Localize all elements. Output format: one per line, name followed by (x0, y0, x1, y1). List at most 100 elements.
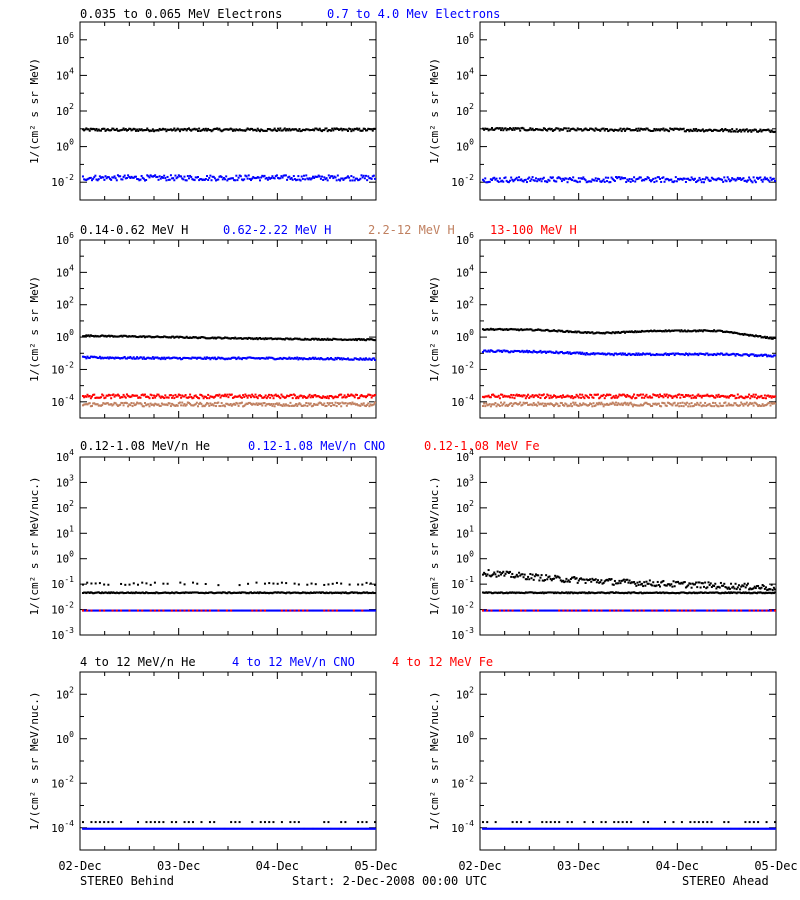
data-point (143, 393, 146, 396)
data-point (698, 176, 701, 179)
data-point (715, 330, 718, 333)
data-point (107, 357, 110, 360)
data-point (497, 403, 500, 406)
data-point (264, 592, 267, 595)
data-point (342, 357, 345, 360)
data-point (586, 579, 589, 582)
data-point (328, 338, 331, 341)
data-point (292, 404, 295, 407)
data-point (262, 337, 265, 340)
data-point (624, 177, 627, 180)
data-point (563, 178, 566, 181)
data-point (495, 575, 498, 578)
data-point (664, 352, 667, 355)
data-point (202, 178, 205, 181)
data-point (645, 352, 648, 355)
data-point (224, 178, 227, 181)
data-point (106, 402, 109, 405)
data-point (180, 335, 183, 338)
data-point (565, 127, 568, 130)
data-point (86, 334, 89, 337)
data-point (145, 178, 148, 181)
data-point (755, 130, 758, 133)
data-point (572, 592, 575, 595)
data-point (704, 329, 707, 332)
series-2 (81, 174, 377, 182)
data-point (315, 127, 318, 130)
data-point (748, 129, 751, 132)
data-point (586, 404, 589, 407)
data-point (349, 394, 352, 397)
data-point (119, 396, 122, 399)
data-point (189, 402, 192, 405)
data-point (568, 330, 571, 333)
data-point (227, 396, 230, 399)
data-point (194, 128, 197, 131)
data-point (697, 591, 700, 594)
data-point (651, 404, 654, 407)
data-point (98, 582, 101, 585)
data-point (277, 357, 280, 360)
data-point (636, 129, 639, 132)
data-point (270, 393, 273, 396)
data-point (484, 177, 487, 180)
data-point (493, 329, 496, 332)
data-point (302, 591, 305, 594)
data-point (140, 356, 143, 359)
y-axis-label: 1/(cm² s sr MeV) (28, 276, 41, 382)
data-point (252, 402, 255, 405)
data-point (757, 395, 760, 398)
data-point (327, 592, 330, 595)
data-point (201, 179, 204, 182)
data-point (547, 591, 550, 594)
y-tick-label: 10-1 (51, 575, 74, 591)
data-point (333, 396, 336, 399)
data-point (323, 129, 326, 132)
data-point (81, 609, 84, 612)
data-point (766, 128, 769, 131)
data-point (760, 404, 763, 407)
data-point (654, 354, 657, 357)
data-point (708, 329, 711, 332)
data-point (538, 328, 541, 331)
data-point (84, 395, 87, 398)
data-point (670, 353, 673, 356)
data-point (116, 356, 119, 359)
data-point (309, 128, 312, 131)
data-point (81, 175, 84, 178)
data-point (573, 331, 576, 334)
data-point (718, 329, 721, 332)
data-point (774, 130, 777, 133)
data-point (604, 128, 607, 131)
data-point (319, 357, 322, 360)
data-point (705, 591, 708, 594)
data-point (352, 394, 355, 397)
data-point (114, 592, 117, 595)
data-point (562, 394, 565, 397)
data-point (767, 128, 770, 131)
data-point (693, 609, 696, 612)
data-point (542, 405, 545, 408)
data-point (209, 358, 212, 361)
data-point (724, 395, 727, 398)
data-point (335, 396, 338, 399)
data-point (748, 334, 751, 337)
data-point (555, 330, 558, 333)
data-point (599, 403, 602, 406)
data-point (309, 358, 312, 361)
data-point (359, 609, 362, 612)
data-point (237, 129, 240, 132)
data-point (765, 591, 768, 594)
data-point (554, 351, 557, 354)
data-point (230, 128, 233, 131)
data-point (511, 178, 514, 181)
data-point (706, 129, 709, 132)
data-point (485, 591, 488, 594)
data-point (702, 609, 705, 612)
data-point (719, 404, 722, 407)
data-point (281, 176, 284, 179)
data-point (730, 179, 733, 182)
data-point (685, 609, 688, 612)
data-point (176, 609, 179, 612)
data-point (334, 609, 337, 612)
